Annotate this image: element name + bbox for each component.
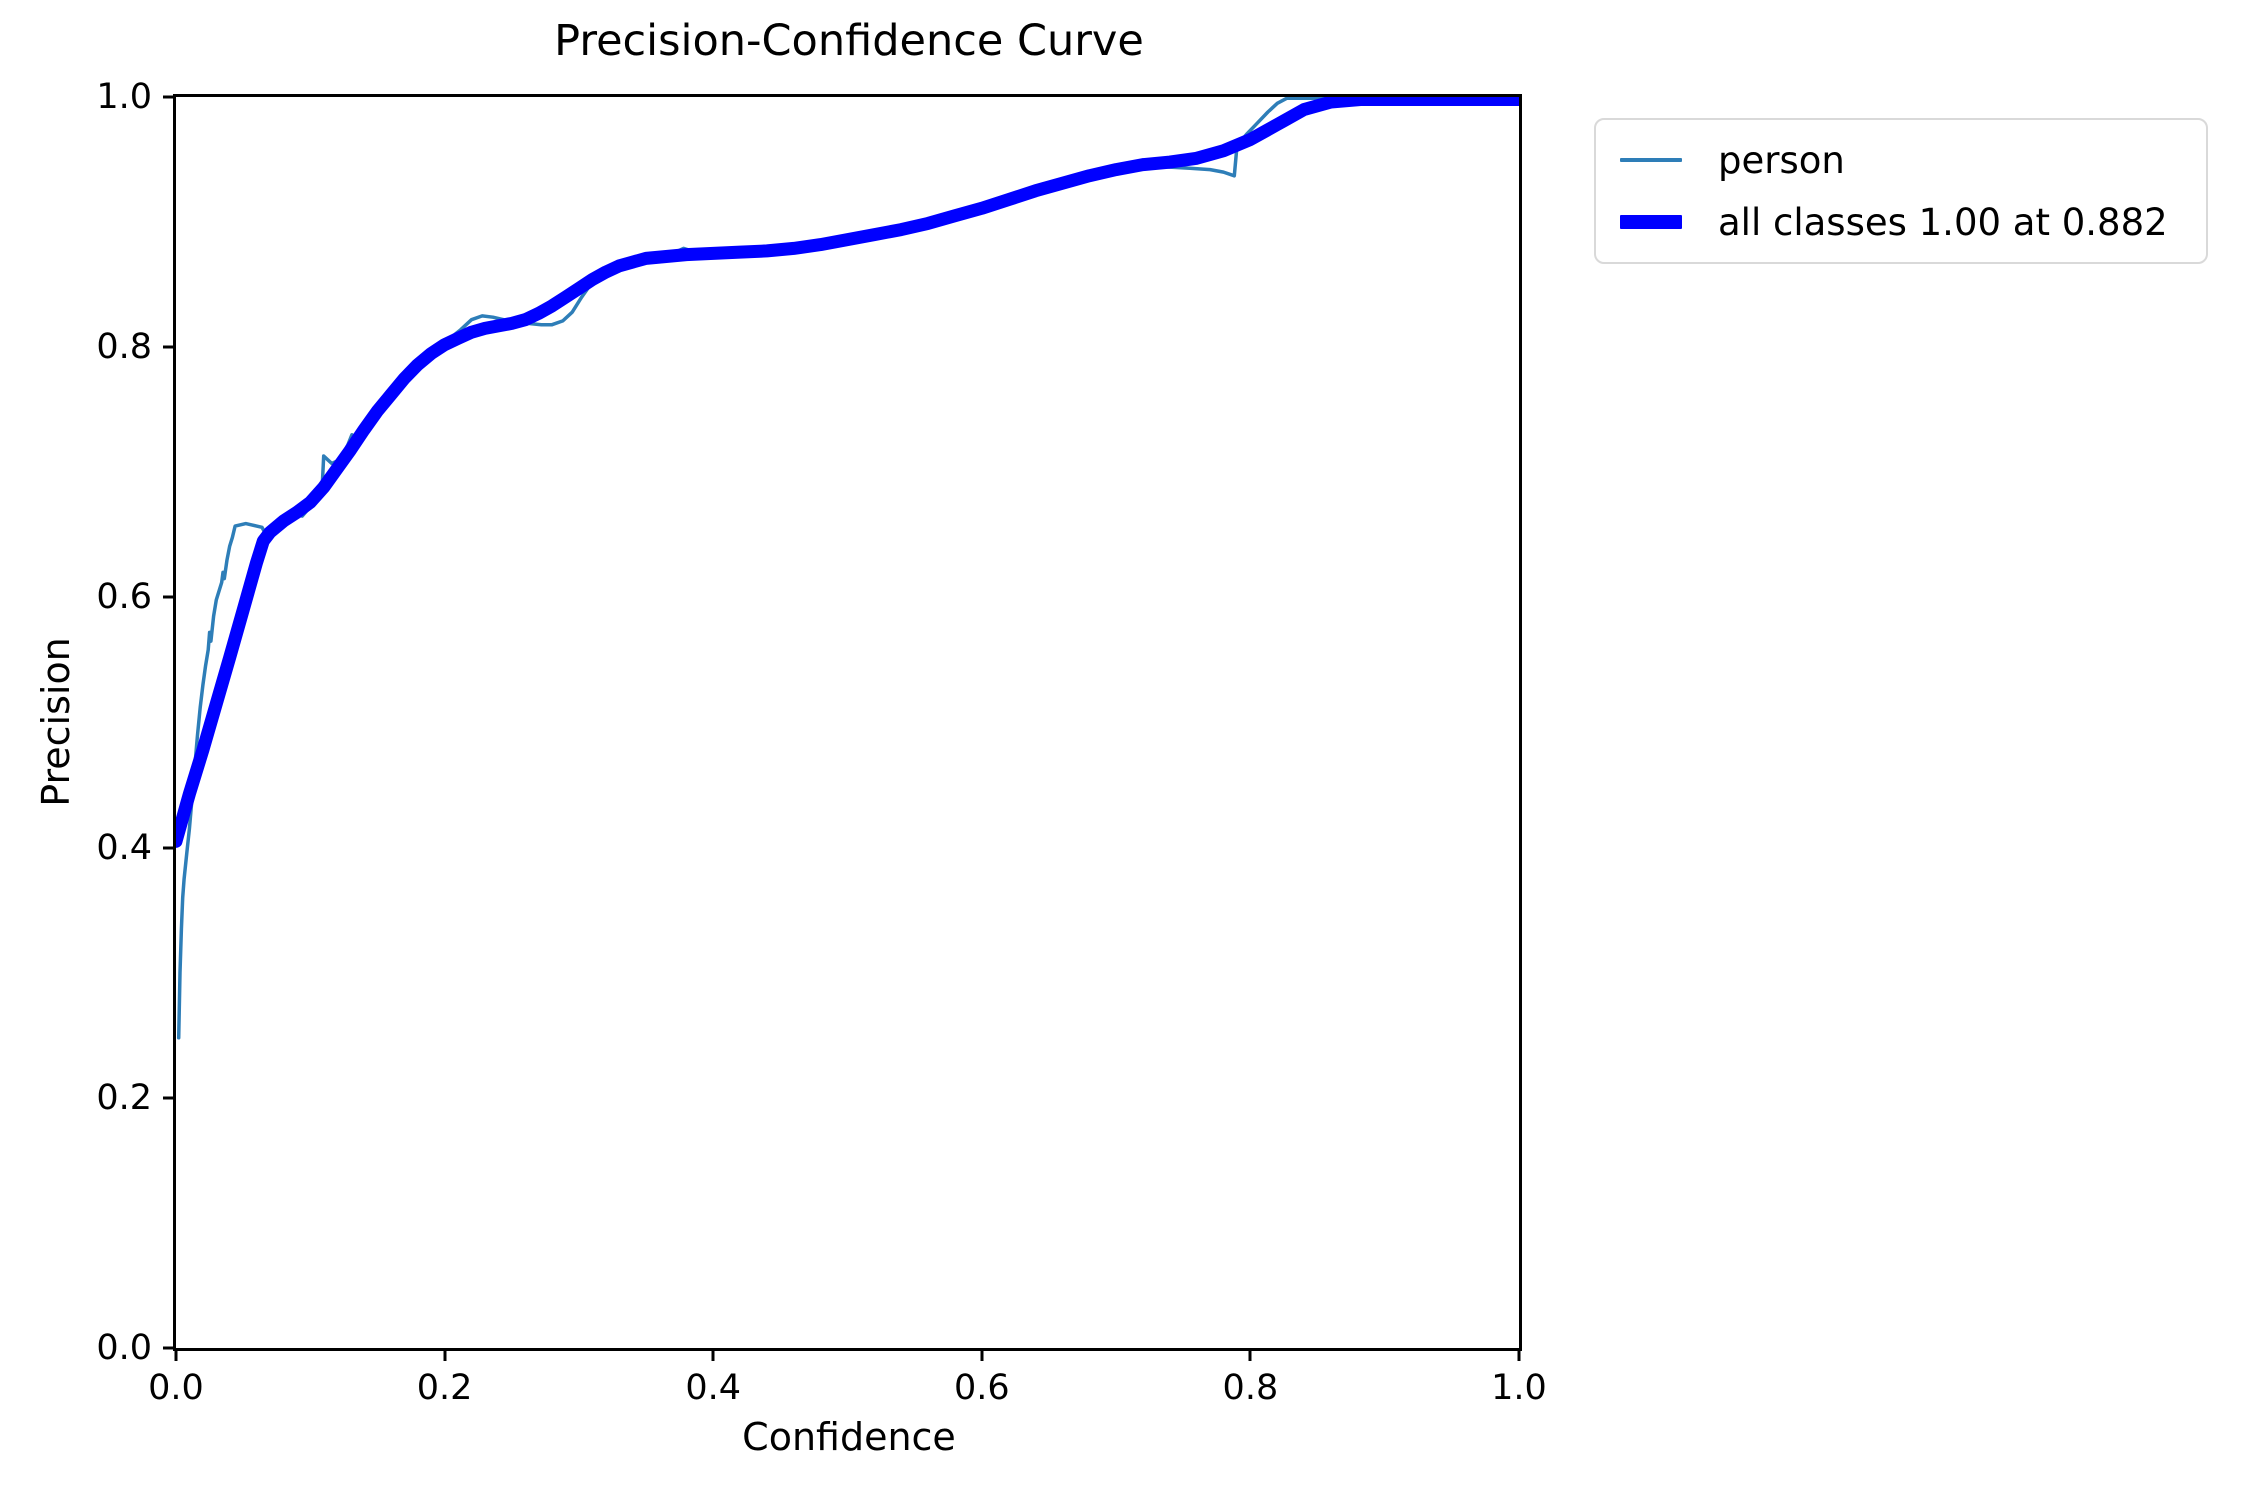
legend: person all classes 1.00 at 0.882 bbox=[1594, 118, 2208, 264]
y-tick bbox=[163, 95, 176, 99]
chart-title: Precision-Confidence Curve bbox=[554, 16, 1144, 66]
y-tick bbox=[163, 1096, 176, 1100]
legend-label: all classes 1.00 at 0.882 bbox=[1718, 200, 2168, 244]
curves-svg bbox=[176, 97, 1519, 1040]
x-tick-label: 0.0 bbox=[148, 1368, 204, 1408]
x-tick bbox=[711, 1348, 715, 1361]
y-tick-label: 0.0 bbox=[96, 1328, 152, 1368]
y-tick bbox=[163, 1346, 176, 1350]
legend-row: person bbox=[1620, 136, 2186, 184]
legend-line-person-icon bbox=[1620, 158, 1682, 162]
y-tick-label: 0.2 bbox=[96, 1077, 152, 1118]
x-tick-label: 0.6 bbox=[953, 1368, 1010, 1408]
legend-row: all classes 1.00 at 0.882 bbox=[1620, 198, 2186, 246]
y-tick-label: 0.4 bbox=[96, 827, 152, 868]
x-tick-label: 1.0 bbox=[1491, 1368, 1547, 1408]
x-axis-label: Confidence bbox=[742, 1415, 956, 1459]
y-tick bbox=[163, 345, 176, 349]
y-tick-label: 0.8 bbox=[96, 327, 152, 368]
y-tick bbox=[163, 846, 176, 850]
legend-line-all-classes-icon bbox=[1620, 215, 1682, 229]
plot-area: 0.0 0.2 0.4 0.6 0.8 1.0 1.0 0.8 0.6 0.4 … bbox=[96, 77, 1547, 1408]
x-tick bbox=[1517, 1348, 1521, 1361]
y-tick-label: 1.0 bbox=[96, 77, 152, 117]
y-axis-label: Precision bbox=[34, 637, 78, 807]
all-classes-curve bbox=[176, 97, 1519, 848]
x-tick-label: 0.8 bbox=[1222, 1368, 1279, 1408]
curves-layer bbox=[176, 97, 1519, 1348]
x-tick bbox=[1248, 1348, 1252, 1361]
y-tick-label: 0.6 bbox=[96, 577, 152, 618]
x-tick-label: 0.4 bbox=[685, 1368, 742, 1408]
x-tick-label: 0.2 bbox=[416, 1368, 473, 1408]
x-tick bbox=[174, 1348, 178, 1361]
x-tick bbox=[443, 1348, 447, 1361]
x-tick bbox=[980, 1348, 984, 1361]
y-tick bbox=[163, 595, 176, 599]
legend-label: person bbox=[1718, 138, 1845, 182]
